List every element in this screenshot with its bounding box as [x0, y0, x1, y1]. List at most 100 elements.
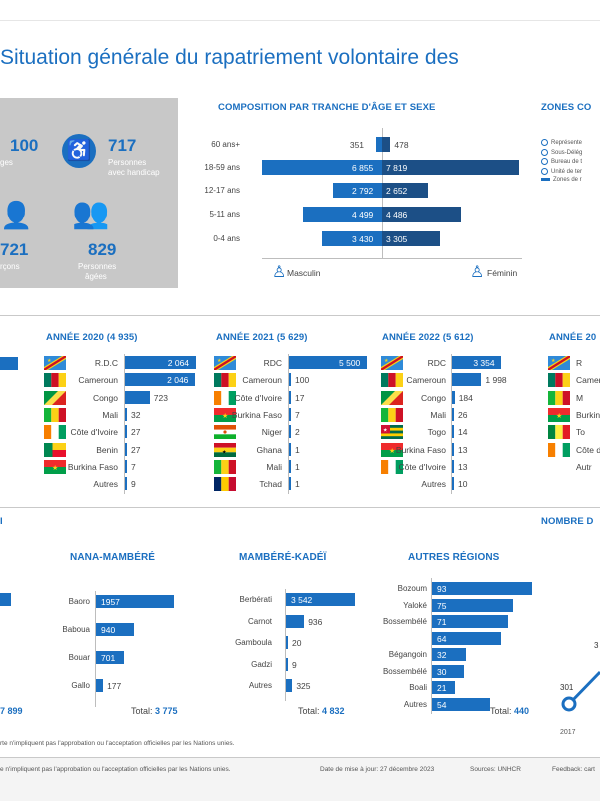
region-value-4-3: 177	[107, 681, 122, 691]
mambere-title: MAMBÉRÉ-KADÉÏ	[239, 552, 327, 563]
svg-text:★: ★	[383, 428, 388, 434]
zone-item-4: Zones de r	[541, 177, 582, 183]
flag-cameroun-icon-2023-1	[548, 373, 570, 388]
region-value-6-7: 54	[437, 699, 447, 710]
divider-regions	[0, 507, 600, 508]
handicap-label-1: Personnes	[108, 158, 147, 167]
country-label-1-3: Mali	[102, 409, 118, 420]
bar-2-7	[289, 477, 291, 491]
zone-label-4: Zones de r	[553, 177, 582, 183]
child-icon: 👤	[0, 200, 33, 230]
flag-burkina-icon-2023-3: ★	[548, 407, 570, 422]
value-male-1: 6 855	[352, 163, 374, 173]
value-2-2: 17	[295, 392, 305, 403]
region-label-4-3: Gallo	[71, 681, 90, 690]
year-2022-title: ANNÉE 2022 (5 612)	[382, 332, 474, 343]
region-bar-5-2	[286, 636, 288, 649]
country-label-2023-6: Autr	[576, 461, 592, 472]
value-female-1: 7 819	[386, 163, 408, 173]
nana-title: NANA-MAMBÉRÉ	[70, 552, 156, 563]
flag-none-icon-1-7	[44, 477, 66, 491]
wheelchair-icon: ♿	[62, 134, 96, 168]
zone-dot-icon-3	[541, 167, 548, 175]
region-value-5-0: 3 542	[291, 595, 313, 605]
region-value-5-4: 325	[296, 681, 311, 691]
boys-value: 721	[0, 240, 29, 259]
region-total-4: Total: 3 775	[131, 706, 178, 716]
year-2021-title: ANNÉE 2021 (5 629)	[216, 332, 308, 343]
bar-2-0	[289, 356, 367, 369]
bar-2-2	[289, 390, 291, 404]
flag-rdc-icon-1-0: ★	[44, 356, 66, 370]
country-label-3-4: Togo	[427, 427, 446, 438]
age-label-3: 5-11 ans	[209, 210, 240, 219]
country-label-2-1: Cameroun	[242, 375, 282, 386]
handicap-value: 717	[108, 136, 137, 155]
elderly-label-1: Personnes	[78, 262, 117, 271]
flag-burkina-icon-1-6: ★	[44, 459, 66, 474]
value-1-6: 7	[131, 461, 136, 472]
line-value-3: 3	[594, 641, 599, 650]
zones-title: ZONES CO	[541, 102, 592, 113]
bar-2-5	[289, 442, 291, 456]
age-label-0: 60 ans+	[211, 140, 240, 149]
region-value-6-1: 75	[437, 600, 447, 611]
bar-1-1	[125, 373, 196, 387]
region-total-value-4: 3 775	[155, 706, 178, 716]
flag-burkina-icon-3-5: ★	[381, 442, 403, 457]
region-bar-6-7	[432, 697, 490, 711]
value-2-1: 100	[295, 375, 310, 386]
bar-1-0	[125, 356, 196, 369]
region-value-5-3: 9	[292, 659, 297, 670]
flag-togo-icon-3-4: ★	[381, 425, 403, 440]
svg-text:★: ★	[222, 449, 227, 455]
region-label-5-0: Berbérati	[239, 595, 272, 604]
boys-label: rçons	[0, 262, 20, 271]
region-axis-5	[285, 589, 286, 701]
bar-male-1	[262, 160, 382, 175]
flag-congo-icon-1-2	[44, 390, 66, 405]
value-2-4: 2	[295, 427, 300, 438]
zone-item-3: Unité de ter	[541, 167, 582, 175]
zone-item-2: Bureau de t	[541, 158, 582, 165]
region-total-value-5: 4 832	[322, 706, 345, 716]
country-label-3-5: Burkina Faso	[395, 444, 446, 455]
svg-text:★: ★	[52, 464, 58, 472]
flag-rdc-icon-2023-0: ★	[548, 356, 570, 370]
zone-item-1: Sous-Délég	[541, 148, 582, 156]
region-bar-5-1	[286, 614, 305, 628]
region-label-6-7: Autres	[403, 699, 427, 709]
region-value-4-1: 940	[101, 625, 116, 635]
region-value-6-5: 30	[437, 666, 447, 677]
flag-mali-icon-2023-2	[548, 390, 570, 405]
bar-male-0	[375, 137, 382, 152]
value-2-0: 5 500	[339, 358, 361, 368]
region-value-5-1: 936	[308, 616, 323, 627]
region-axis-6	[431, 578, 432, 714]
value-male-2: 2 792	[352, 186, 374, 196]
svg-text:★: ★	[556, 412, 562, 420]
bar-1-6	[125, 459, 127, 473]
region-bar-6-1	[432, 598, 513, 612]
country-label-2-5: Ghana	[256, 444, 282, 455]
region-label-6-4: Bégangoin	[388, 650, 427, 659]
value-female-4: 3 305	[386, 234, 408, 244]
region-bar-4-0	[96, 595, 175, 608]
pyramid-baseline	[262, 258, 522, 259]
value-1-3: 32	[131, 409, 141, 420]
bar-1-7	[125, 477, 127, 491]
value-1-7: 9	[131, 479, 136, 490]
region-bar-4-1	[96, 623, 134, 636]
country-label-2023-4: To	[576, 427, 585, 438]
bar-3-4	[452, 425, 454, 439]
pyramid-title: COMPOSITION PAR TRANCHE D'ÂGE ET SEXE	[218, 102, 436, 113]
region-value-5-2: 20	[292, 638, 302, 648]
region-total-value-6: 440	[514, 706, 530, 716]
country-label-1-6: Burkina Faso	[67, 461, 118, 472]
year-2020-title: ANNÉE 2020 (4 935)	[46, 332, 138, 343]
male-icon: ♙	[272, 264, 287, 281]
value-1-0: 2 064	[167, 358, 190, 368]
country-label-3-2: Congo	[420, 392, 446, 403]
bar-3-6	[452, 459, 454, 473]
region-label-5-3: Gadzi	[251, 659, 272, 669]
